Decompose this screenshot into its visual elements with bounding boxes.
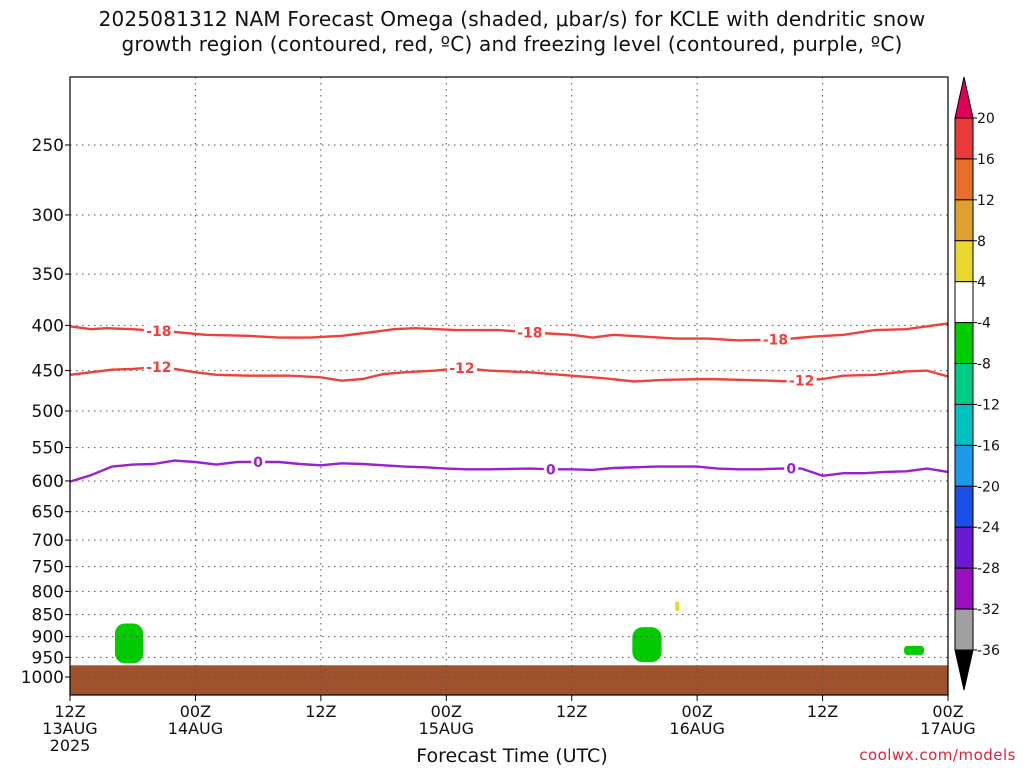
colorbar-label-11: -24: [977, 520, 1000, 536]
x-tick-label-0-1: 12Z: [54, 702, 85, 721]
x-tick-label-36-1: 00Z: [431, 702, 462, 721]
colorbar-top-arrow: [954, 76, 974, 119]
colorbar-label-3: 12: [977, 193, 995, 209]
colorbar-box-4: [954, 240, 974, 283]
colorbar-box-10: [954, 485, 974, 528]
colorbar-box-8: [954, 403, 974, 446]
colorbar-label-5: 4: [977, 275, 986, 291]
contour-label--18-2: -18: [517, 325, 542, 341]
colorbar-label-10: -20: [977, 479, 1000, 495]
contour-label--12-1: -12: [146, 360, 171, 376]
colorbar-label-13: -32: [977, 602, 1000, 618]
contour-label-0-3: 0: [786, 462, 796, 478]
colorbar-label-9: -16: [977, 438, 1000, 454]
x-tick-label-0-2: 13AUG: [42, 719, 97, 738]
colorbar-label-8: -12: [977, 397, 1000, 413]
x-tick-label-12-1: 00Z: [180, 702, 211, 721]
omega-shaded-region-2: [632, 627, 662, 663]
colorbar-box-5: [954, 281, 974, 324]
x-tick-label-24-1: 12Z: [305, 702, 336, 721]
surface-terrain-fill: [70, 665, 948, 695]
colorbar-box-3: [954, 199, 974, 242]
colorbar-box-9: [954, 444, 974, 487]
contour-label-0-1: 0: [253, 455, 263, 471]
contour-label-bg--18-3: [760, 331, 791, 348]
colorbar-label-1: 20: [977, 111, 995, 127]
credit-text: coolwx.com/models: [859, 746, 1016, 764]
contour-line-0: [69, 459, 949, 483]
chart-title-line-2: growth region (contoured, red, ºC) and f…: [121, 32, 903, 56]
colorbar-label-12: -28: [977, 561, 1000, 577]
x-tick-label-0-3: 2025: [50, 736, 91, 755]
y-tick-label-800: 800: [32, 582, 64, 602]
y-tick-label-950: 950: [32, 648, 64, 668]
colorbar-bottom-arrow: [954, 649, 974, 691]
y-tick-label-450: 450: [32, 362, 64, 382]
contour-label-bg--12-2: [446, 360, 477, 377]
colorbar-box-11: [954, 526, 974, 569]
y-tick-label-600: 600: [32, 472, 64, 492]
x-tick-label-12-2: 14AUG: [168, 719, 223, 738]
colorbar-box-6: [954, 322, 974, 365]
omega-shaded-region-3: [675, 601, 680, 612]
chart-title-line-1: 2025081312 NAM Forecast Omega (shaded, μ…: [98, 7, 926, 31]
colorbar-box-12: [954, 567, 974, 610]
x-axis-title: Forecast Time (UTC): [416, 745, 608, 767]
x-tick-label-60-2: 16AUG: [669, 719, 724, 738]
y-tick-label-650: 650: [32, 503, 64, 523]
y-tick-label-900: 900: [32, 628, 64, 648]
y-tick-label-250: 250: [32, 136, 64, 156]
y-tick-label-750: 750: [32, 558, 64, 578]
contour-label-bg--18-2: [514, 324, 545, 341]
contour-label-bg--18-1: [143, 322, 174, 339]
y-tick-label-700: 700: [32, 531, 64, 551]
contour-label--18-3: -18: [763, 333, 788, 349]
contour-label-bg-0-3: [784, 460, 799, 477]
x-tick-label-72-1: 12Z: [807, 702, 838, 721]
colorbar-label-7: -8: [977, 357, 991, 373]
contour-label--12-2: -12: [449, 361, 474, 377]
colorbar-box-2: [954, 158, 974, 201]
colorbar-label-14: -36: [977, 643, 1000, 659]
contour-label-bg--12-3: [786, 372, 817, 389]
colorbar-box-7: [954, 363, 974, 405]
x-tick-label-84-2: 17AUG: [920, 719, 975, 738]
colorbar-label-4: 8: [977, 234, 986, 250]
colorbar-label-2: 16: [977, 152, 995, 168]
omega-shaded-region-1: [114, 623, 144, 664]
omega-shaded-region-4: [904, 645, 924, 655]
y-tick-label-550: 550: [32, 439, 64, 459]
colorbar-box-13: [954, 608, 974, 651]
contour-label--12-3: -12: [789, 374, 814, 390]
contour-label-0-2: 0: [546, 462, 556, 478]
y-tick-label-850: 850: [32, 606, 64, 626]
x-tick-label-48-1: 12Z: [556, 702, 587, 721]
y-tick-label-400: 400: [32, 316, 64, 336]
contour-label--18-1: -18: [146, 324, 171, 340]
x-tick-label-84-1: 00Z: [932, 702, 963, 721]
contour-label-bg-0-1: [251, 453, 266, 470]
x-tick-label-36-2: 15AUG: [419, 719, 474, 738]
contour-label-bg-0-2: [543, 461, 558, 478]
plot-border: [69, 76, 949, 696]
colorbar-label-6: -4: [977, 316, 991, 332]
y-tick-label-350: 350: [32, 265, 64, 285]
y-tick-label-1000: 1000: [21, 668, 64, 688]
y-tick-label-300: 300: [32, 206, 64, 226]
y-tick-label-500: 500: [32, 402, 64, 422]
colorbar-box-1: [954, 117, 974, 160]
contour-label-bg--12-1: [143, 359, 174, 376]
x-tick-label-60-1: 00Z: [681, 702, 712, 721]
